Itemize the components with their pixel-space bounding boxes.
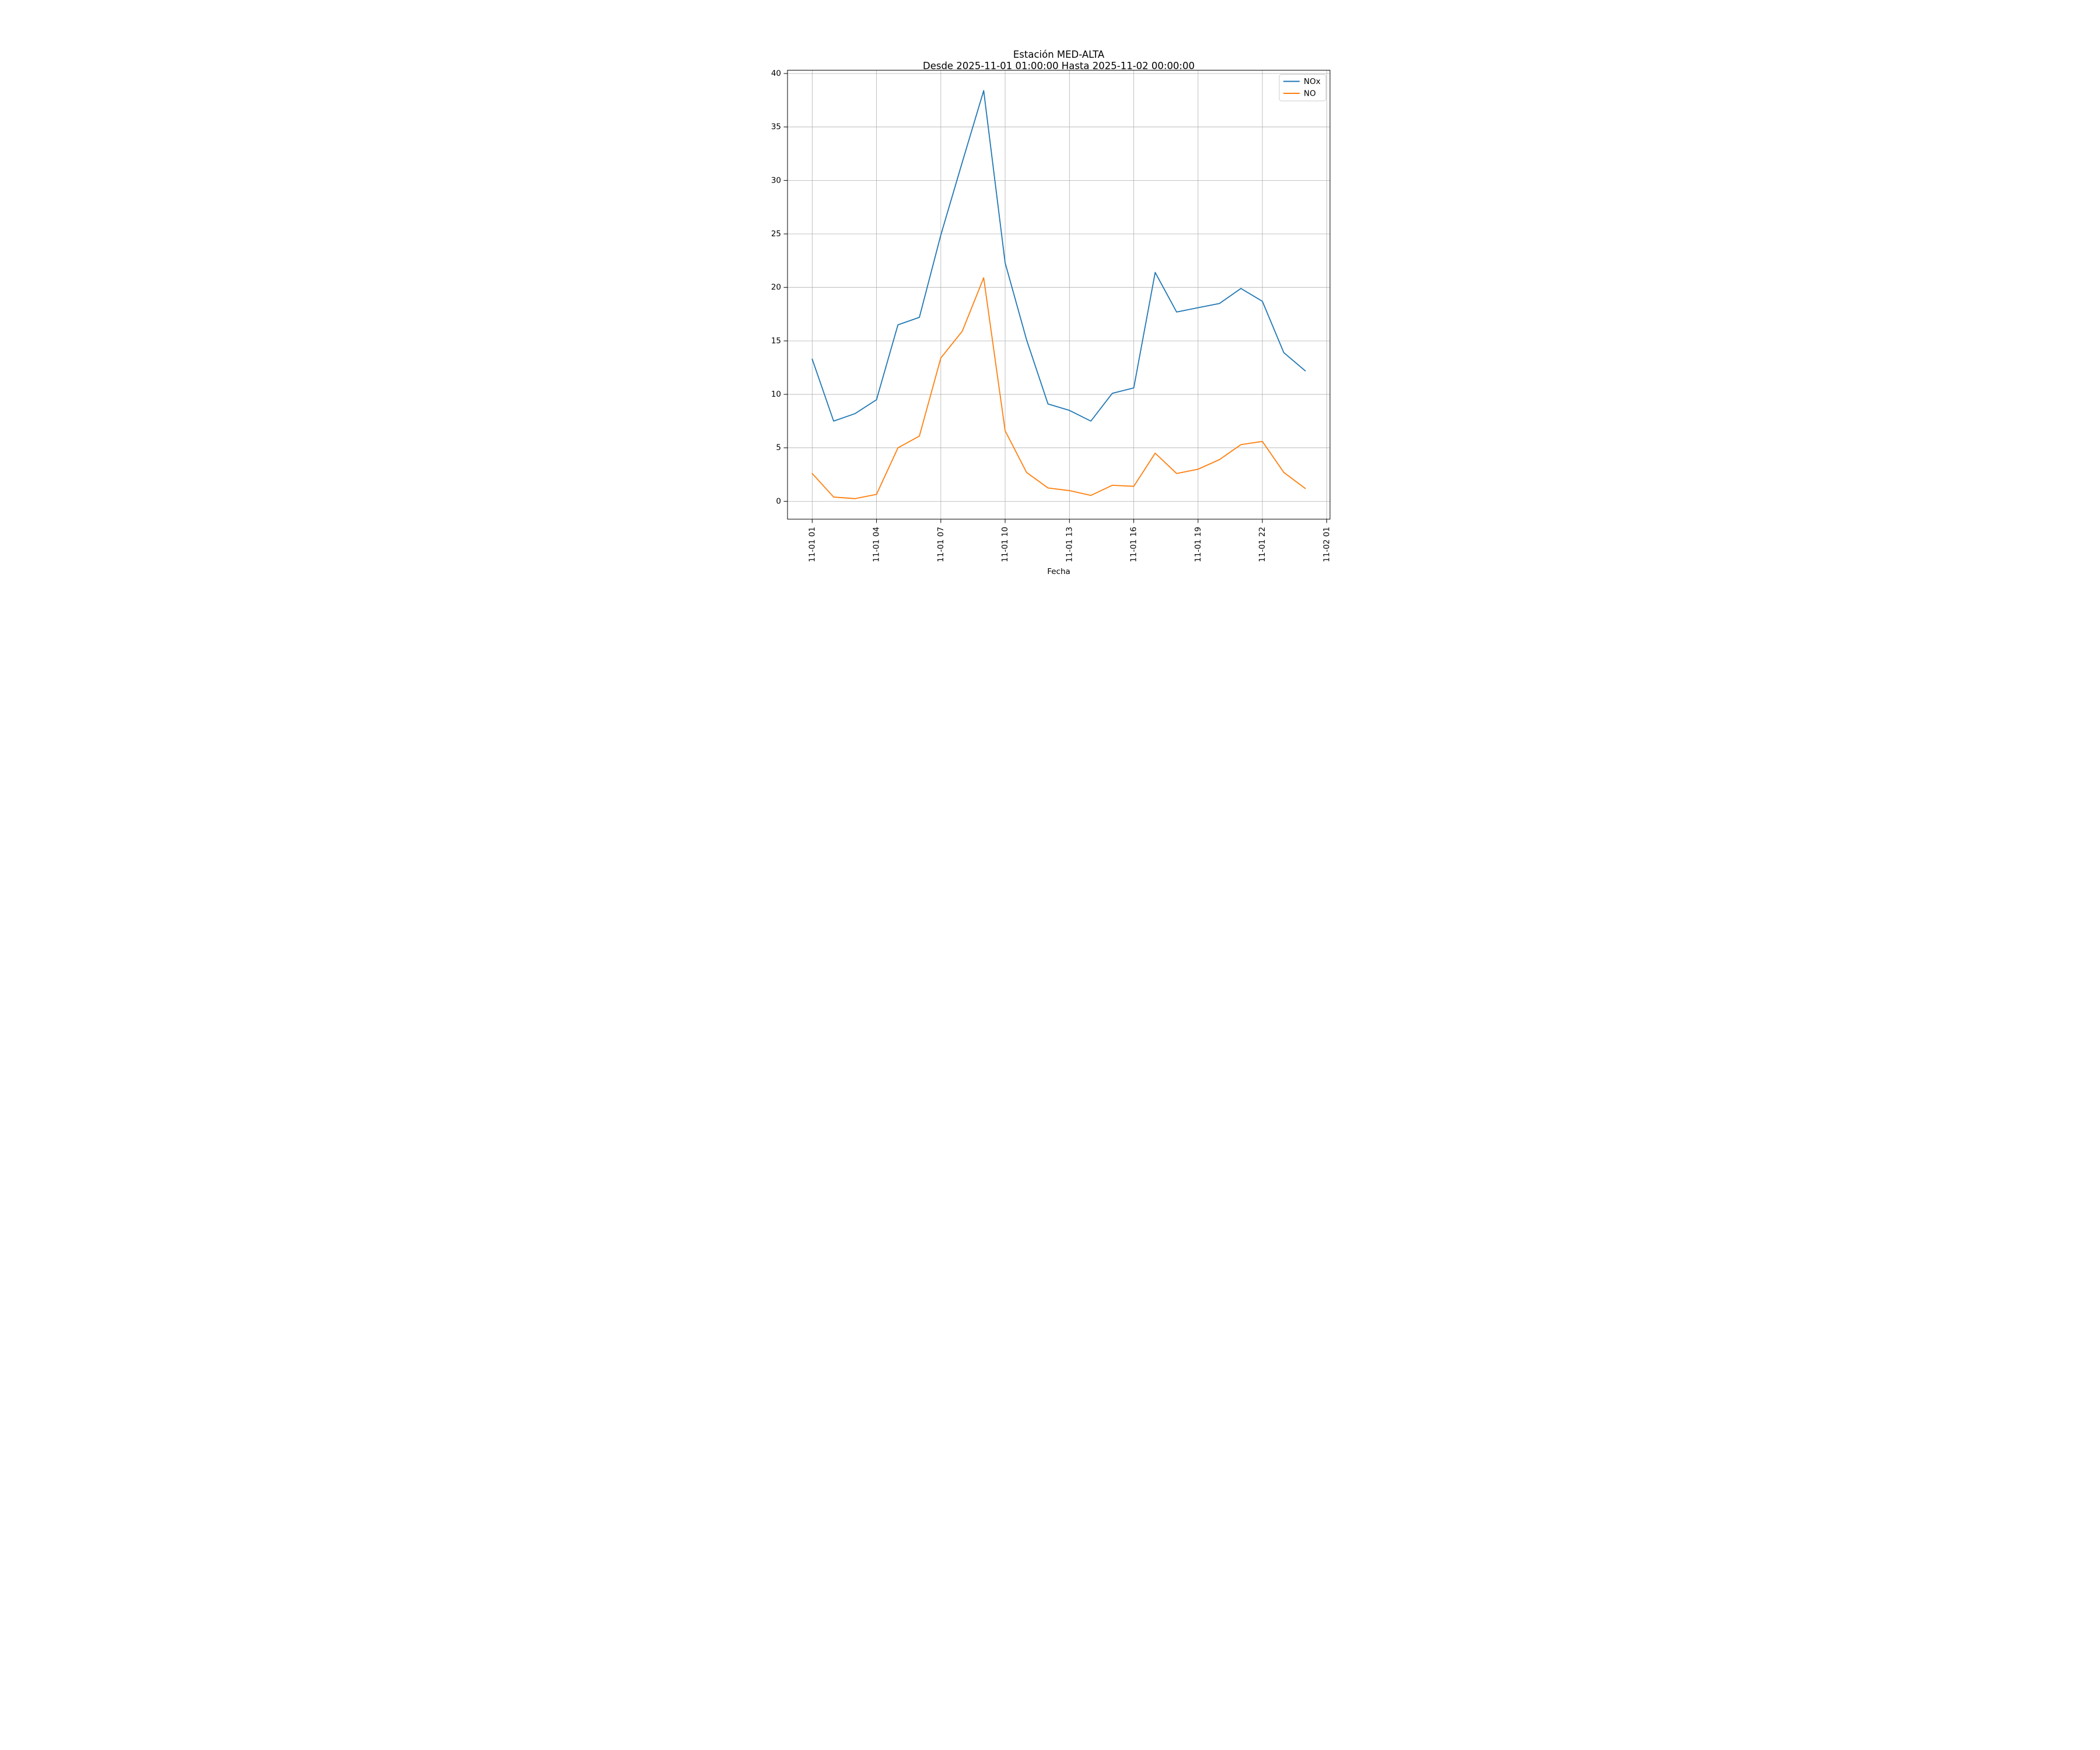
legend-label-nox: NOx	[1304, 77, 1321, 86]
y-tick-label: 5	[776, 443, 781, 453]
series-line-nox	[811, 90, 1306, 422]
y-tick-label: 15	[771, 336, 781, 345]
x-tick-label: 11-01 01	[807, 527, 817, 562]
y-tick-label: 10	[771, 390, 781, 399]
x-tick-label: 11-01 04	[872, 527, 881, 562]
data-series-lines	[811, 90, 1306, 499]
y-tick-label: 40	[771, 69, 781, 78]
x-tick-label: 11-01 13	[1065, 527, 1074, 562]
series-line-no	[811, 277, 1306, 499]
legend: NOx NO	[1279, 74, 1326, 102]
x-tick-label: 11-02 01	[1322, 527, 1331, 562]
axis-tick-marks	[783, 73, 1327, 523]
x-tick-labels: 11-01 01 11-01 04 11-01 07 11-01 10 11-01 13…	[807, 527, 1331, 562]
x-tick-label: 11-01 16	[1129, 527, 1139, 562]
x-tick-label: 11-01 10	[1000, 527, 1010, 562]
chart-figure: 0 5 10 15 20 25 30 35 40 11-01 01 11-01 04 11-01 0…	[700, 0, 1400, 583]
x-tick-label: 11-01 19	[1194, 527, 1203, 562]
grid-lines	[788, 70, 1330, 519]
x-tick-label: 11-01 22	[1258, 527, 1267, 562]
legend-label-no: NO	[1304, 89, 1316, 99]
y-tick-labels: 0 5 10 15 20 25 30 35 40	[771, 69, 781, 506]
plot-border	[787, 69, 1331, 520]
x-axis-label: Fecha	[1047, 567, 1070, 576]
y-tick-label: 25	[771, 229, 781, 239]
chart-title: Estación MED-ALTA	[1013, 49, 1105, 60]
y-tick-label: 30	[771, 176, 781, 185]
chart-subtitle: Desde 2025-11-01 01:00:00 Hasta 2025-11-…	[923, 61, 1195, 72]
x-tick-label: 11-01 07	[936, 527, 946, 562]
y-tick-label: 0	[776, 496, 781, 506]
y-tick-label: 35	[771, 123, 781, 132]
y-tick-label: 20	[771, 283, 781, 292]
